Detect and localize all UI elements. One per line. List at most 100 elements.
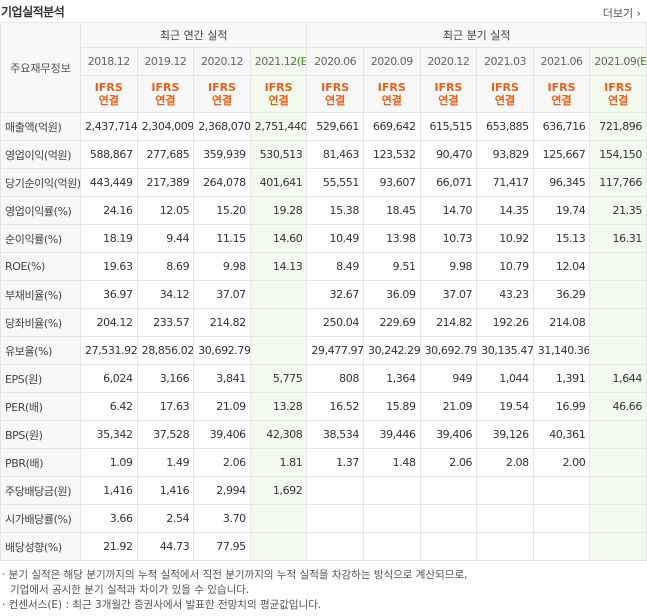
value-cell: 277,685 bbox=[136, 140, 195, 169]
value-cell bbox=[476, 532, 534, 561]
value-cell: 1,044 bbox=[476, 364, 534, 393]
estimate-flag: (E) bbox=[636, 55, 647, 68]
group-row: 주요재무정보 최근 연간 실적 최근 분기 실적 bbox=[0, 22, 647, 113]
value-cell: 3.66 bbox=[80, 504, 138, 533]
value-cell: 359,939 bbox=[193, 140, 251, 169]
value-cell: 204.12 bbox=[80, 308, 138, 337]
value-cell: 3,166 bbox=[136, 364, 195, 393]
value-cell: 38,534 bbox=[306, 420, 364, 449]
value-cell: 2,304,009 bbox=[136, 112, 195, 141]
value-cell: 16.99 bbox=[532, 392, 591, 421]
value-cell: 2,437,714 bbox=[80, 112, 138, 141]
basis-row: IFRS 연결 IFRS 연결 IFRS 연결 IFRS 연결 IFRS 연결 IFRS 연결 IFRS… bbox=[1, 75, 647, 113]
data-row: 당좌비율(%) 204.12 233.57 214.82 250.04 229.69 214… bbox=[0, 308, 647, 337]
value-cell: 93,607 bbox=[362, 168, 421, 197]
scope: 연결 bbox=[551, 94, 572, 107]
value-cell: 443,449 bbox=[80, 168, 138, 197]
value-cell bbox=[419, 476, 478, 505]
value-cell: 30,692.79 bbox=[193, 336, 251, 365]
value-cell: 36.09 bbox=[362, 280, 421, 309]
period-header: 2021.09(E) bbox=[589, 47, 647, 76]
scope: 연결 bbox=[155, 94, 176, 107]
value-cell bbox=[589, 420, 647, 449]
period-header: 2021.12(E) bbox=[249, 47, 308, 76]
value-cell: 15.20 bbox=[193, 196, 251, 225]
value-cell: 10.79 bbox=[476, 252, 534, 281]
value-cell: 1,692 bbox=[249, 476, 308, 505]
standard: IFRS bbox=[321, 81, 350, 94]
row-label: 당좌비율(%) bbox=[0, 308, 81, 337]
value-cell: 11.15 bbox=[193, 224, 251, 253]
value-cell bbox=[306, 532, 364, 561]
scope: 연결 bbox=[211, 94, 233, 107]
value-cell: 30,242.29 bbox=[362, 336, 421, 365]
value-cell bbox=[589, 476, 647, 505]
more-text[interactable]: 더보기 bbox=[602, 7, 634, 20]
value-cell: 19.74 bbox=[532, 196, 591, 225]
value-cell: 3,841 bbox=[193, 364, 251, 393]
scope: 연결 bbox=[608, 94, 629, 107]
value-cell: 21.09 bbox=[419, 392, 478, 421]
value-cell: 8.69 bbox=[136, 252, 195, 281]
value-cell: 2,994 bbox=[193, 476, 251, 505]
group-header: 최근 분기 실적 bbox=[306, 22, 647, 48]
estimate-flag: (E) bbox=[296, 55, 307, 68]
value-cell: 2.00 bbox=[532, 448, 591, 477]
value-cell: 1.81 bbox=[249, 448, 308, 477]
basis-cell: IFRS 연결 bbox=[193, 75, 251, 113]
value-cell: 401,641 bbox=[249, 168, 308, 197]
period-header: 2020.06 bbox=[306, 47, 364, 76]
value-cell bbox=[589, 280, 647, 309]
basis-cell: IFRS 연결 bbox=[362, 75, 421, 113]
value-cell: 30,692.79 bbox=[419, 336, 478, 365]
row-label: BPS(원) bbox=[0, 420, 81, 449]
value-cell bbox=[306, 504, 364, 533]
more-link[interactable]: 더보기 › bbox=[602, 7, 641, 20]
data-row: 영업이익(억원) 588,867 277,685 359,939 530,513 81,4… bbox=[0, 140, 647, 169]
value-cell: 42,308 bbox=[249, 420, 308, 449]
data-row: PBR(배) 1.09 1.49 2.06 1.81 1.37 1.48 2.06 2.08 2.… bbox=[0, 448, 647, 477]
data-row: EPS(원) 6,024 3,166 3,841 5,775 808 1,364 949 1,0… bbox=[0, 364, 647, 393]
value-cell: 1,416 bbox=[136, 476, 195, 505]
value-cell: 39,406 bbox=[419, 420, 478, 449]
value-cell bbox=[476, 476, 534, 505]
value-cell: 2,751,440 bbox=[249, 112, 308, 141]
period-header: 2020.09 bbox=[362, 47, 421, 76]
value-cell: 40,361 bbox=[532, 420, 591, 449]
value-cell: 24.16 bbox=[80, 196, 138, 225]
data-row: 유보율(%) 27,531.92 28,856.02 30,692.79 29,477.… bbox=[0, 336, 647, 365]
value-cell: 28,856.02 bbox=[136, 336, 195, 365]
value-cell: 10.49 bbox=[306, 224, 364, 253]
value-cell: 29,477.97 bbox=[306, 336, 364, 365]
row-label: 매출액(억원) bbox=[0, 112, 81, 141]
value-cell: 13.98 bbox=[362, 224, 421, 253]
value-cell: 21.35 bbox=[589, 196, 647, 225]
value-cell: 8.49 bbox=[306, 252, 364, 281]
value-cell bbox=[362, 504, 421, 533]
row-label: 영업이익(억원) bbox=[0, 140, 81, 169]
value-cell: 77.95 bbox=[193, 532, 251, 561]
period-header: 2019.12 bbox=[136, 47, 195, 76]
standard: IFRS bbox=[604, 81, 633, 94]
period-header: 2021.03 bbox=[476, 47, 534, 76]
value-cell: 37.07 bbox=[193, 280, 251, 309]
value-cell: 14.13 bbox=[249, 252, 308, 281]
value-cell: 13.28 bbox=[249, 392, 308, 421]
value-cell: 30,135.47 bbox=[476, 336, 534, 365]
value-cell: 37,528 bbox=[136, 420, 195, 449]
value-cell: 36.97 bbox=[80, 280, 138, 309]
value-cell: 96,345 bbox=[532, 168, 591, 197]
basis-cell: IFRS 연결 bbox=[80, 75, 138, 113]
row-label: 부채비율(%) bbox=[0, 280, 81, 309]
value-cell: 117,766 bbox=[589, 168, 647, 197]
period-date: 2021.09 bbox=[594, 55, 637, 68]
value-cell: 16.31 bbox=[589, 224, 647, 253]
data-row: 매출액(억원) 2,437,714 2,304,009 2,368,070 2,751,… bbox=[0, 112, 647, 141]
value-cell: 46.66 bbox=[589, 392, 647, 421]
value-cell bbox=[589, 336, 647, 365]
period-date: 2020.09 bbox=[370, 55, 414, 68]
period-date: 2020.12 bbox=[200, 55, 244, 68]
value-cell: 37.07 bbox=[419, 280, 478, 309]
value-cell: 808 bbox=[306, 364, 364, 393]
value-cell: 588,867 bbox=[80, 140, 138, 169]
